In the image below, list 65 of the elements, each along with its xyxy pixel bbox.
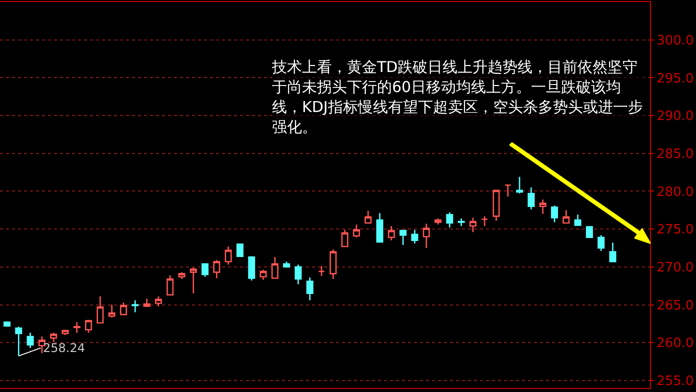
candlestick [598,234,605,252]
y-tick-label: 265.0 [656,298,694,314]
candlestick [154,296,162,307]
candlestick [224,246,232,266]
candlestick [388,225,395,242]
y-tick-label: 280.0 [656,184,694,200]
candlestick [108,304,116,318]
candlestick [143,298,150,307]
candlestick [271,256,278,279]
y-tick-label: 270.0 [656,260,694,276]
candlestick [120,302,127,316]
candlestick [306,276,314,301]
candlestick [364,210,372,224]
candlestick [586,225,593,238]
candlestick [236,244,244,258]
candlestick [400,230,407,246]
y-tick-label: 260.0 [656,336,694,352]
y-tick-label: 290.0 [656,109,694,124]
candlestick [248,256,256,282]
candlestick [38,336,46,354]
candlestick [73,322,80,334]
candlestick [528,186,535,210]
candlestick [458,218,465,227]
candlestick [330,248,337,280]
candlestick [260,269,267,280]
candlestick [492,190,500,222]
candlestick [446,212,454,228]
candlestick [481,216,488,227]
candlestick [213,259,220,279]
candlestick [434,218,442,226]
candlestick [341,229,348,248]
candlestick [50,332,58,342]
candlestick [411,229,418,244]
candlestick [539,198,546,215]
candlestick [609,242,616,262]
candlestick [15,326,22,357]
candlestick [562,209,570,224]
y-tick-label: 285.0 [656,146,694,162]
candlestick [96,296,104,324]
candlestick [422,223,430,249]
candlestick [574,214,582,227]
candlestick [26,332,34,349]
candlestick [516,176,524,194]
candlestick [190,267,197,294]
y-tick-label: 295.0 [656,71,694,86]
candlestick [504,184,512,198]
candlestick [62,329,69,336]
candlestick [352,224,360,238]
candlestick [469,217,476,233]
candlestick [283,260,290,268]
candlestick [3,320,10,328]
annotation: 技术上看，黄金TD跌破日线上升趋势线，目前依然坚守于尚未拐头下行的60日移动均线上方。一旦跌破该均线，KDJ指标慢线有望下超卖区，空头杀多势头或进一步强化。 [272,57,644,137]
candlestick [132,300,139,313]
candlestick [166,274,174,296]
candlestick [202,263,209,278]
y-tick-label: 255.0 [656,374,694,389]
candlestick [376,212,384,244]
y-tick-label: 275.0 [656,222,694,238]
candlestick [550,204,558,223]
annotation: 258.24 [43,341,85,355]
candlestick [294,264,302,285]
candlestick [85,319,92,334]
candlestick [178,272,186,280]
candlestick [318,266,326,277]
y-tick-label: 300.0 [656,33,694,48]
